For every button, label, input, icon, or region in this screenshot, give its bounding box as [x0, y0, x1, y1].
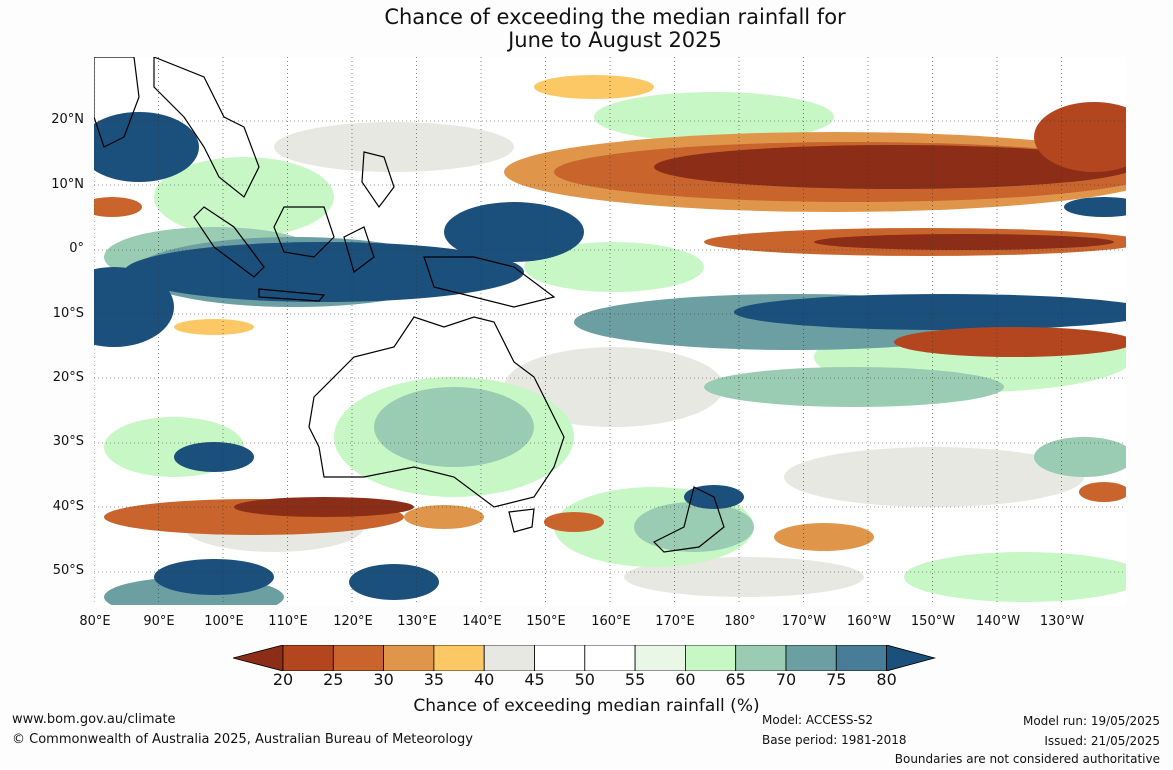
lon-label: 90°E — [143, 614, 175, 629]
colorbar-tick-label: 20 — [272, 670, 294, 689]
colorbar-segment — [433, 645, 485, 671]
australia-outline — [308, 316, 565, 508]
colorbar-segment — [483, 645, 535, 671]
lon-label: 150°E — [526, 614, 566, 629]
colorbar-segments — [233, 645, 937, 671]
coastlines — [94, 57, 725, 553]
lon-label: 140°E — [462, 614, 502, 629]
lat-label: 40°S — [52, 499, 84, 514]
colorbar-tick-label: 25 — [323, 670, 344, 689]
lon-label: 160°W — [846, 614, 892, 629]
lat-label: 10°S — [52, 306, 84, 321]
lon-label: 130°E — [397, 614, 437, 629]
issued-date: Issued: 21/05/2025 — [1044, 734, 1160, 748]
rainfall-probability-map — [94, 57, 1126, 605]
lat-label: 50°S — [52, 563, 84, 578]
lon-label: 110°E — [268, 614, 308, 629]
colorbar-tick-label: 30 — [373, 670, 394, 689]
neutral-patches — [184, 122, 1084, 597]
dry-patches — [94, 75, 1126, 551]
indochina-outline — [153, 57, 260, 198]
colorbar-segment — [584, 645, 636, 671]
colorbar-segment — [534, 645, 586, 671]
base-period: Base period: 1981-2018 — [762, 733, 907, 747]
colorbar-segment — [282, 645, 334, 671]
lat-label: 10°N — [51, 177, 84, 192]
colorbar-segment — [684, 645, 737, 671]
colorbar-tick-label: 45 — [524, 670, 545, 689]
lon-label: 150°W — [910, 614, 956, 629]
lon-label: 100°E — [204, 614, 244, 629]
colorbar-segment — [332, 645, 385, 671]
colorbar-tick-label: 40 — [474, 670, 495, 689]
colorbar-tick-label: 35 — [423, 670, 445, 689]
colorbar-tick-label: 50 — [574, 670, 595, 689]
chart-title-line2: June to August 2025 — [508, 28, 722, 52]
colorbar-tick-label: 80 — [876, 670, 897, 689]
colorbar-extend-high — [886, 645, 937, 671]
boundary-disclaimer: Boundaries are not considered authoritat… — [894, 752, 1160, 766]
copyright: © Commonwealth of Australia 2025, Austra… — [12, 732, 473, 747]
colorbar-tick-label: 70 — [775, 670, 797, 689]
colorbar-segment — [785, 645, 837, 671]
model-run-date: Model run: 19/05/2025 — [1022, 714, 1160, 728]
lat-label: 20°N — [51, 112, 84, 127]
colorbar-label: Chance of exceeding median rainfall (%) — [413, 696, 760, 716]
lon-label: 140°W — [975, 614, 1021, 629]
lat-label: 20°S — [52, 370, 84, 385]
chart-title-line1: Chance of exceeding the median rainfall … — [384, 5, 846, 29]
colorbar-segment — [383, 645, 435, 671]
colorbar-extend-low — [233, 645, 284, 671]
new-guinea-outline — [423, 256, 556, 308]
philippines-outline — [361, 151, 395, 209]
lat-label: 0° — [69, 241, 84, 256]
colorbar-tick-label: 75 — [826, 670, 847, 689]
india-outline — [94, 57, 140, 148]
tasmania-outline — [508, 508, 535, 533]
java-outline — [258, 288, 326, 302]
colorbar-tick-label: 55 — [624, 670, 646, 689]
colorbar — [233, 645, 937, 671]
borneo-outline — [273, 206, 335, 258]
sumatra-outline — [193, 206, 265, 278]
sulawesi-outline — [343, 226, 375, 274]
new-zealand-outline — [652, 486, 725, 553]
lon-label: 160°E — [591, 614, 631, 629]
colorbar-tick-label: 60 — [675, 670, 696, 689]
colorbar-segment — [835, 645, 887, 671]
model-name: Model: ACCESS-S2 — [762, 713, 874, 727]
lon-label: 170°W — [781, 614, 827, 629]
colorbar-segment — [735, 645, 787, 671]
lon-label: 120°E — [333, 614, 373, 629]
lat-label: 30°S — [52, 434, 84, 449]
bom-url: www.bom.gov.au/climate — [12, 712, 176, 727]
lon-label: 170°E — [655, 614, 695, 629]
graticule — [94, 57, 1126, 605]
colorbar-tick-label: 65 — [725, 670, 746, 689]
colorbar-segment — [634, 645, 686, 671]
lon-label: 180° — [724, 614, 756, 629]
lon-label: 130°W — [1039, 614, 1085, 629]
lon-label: 80°E — [79, 614, 111, 629]
